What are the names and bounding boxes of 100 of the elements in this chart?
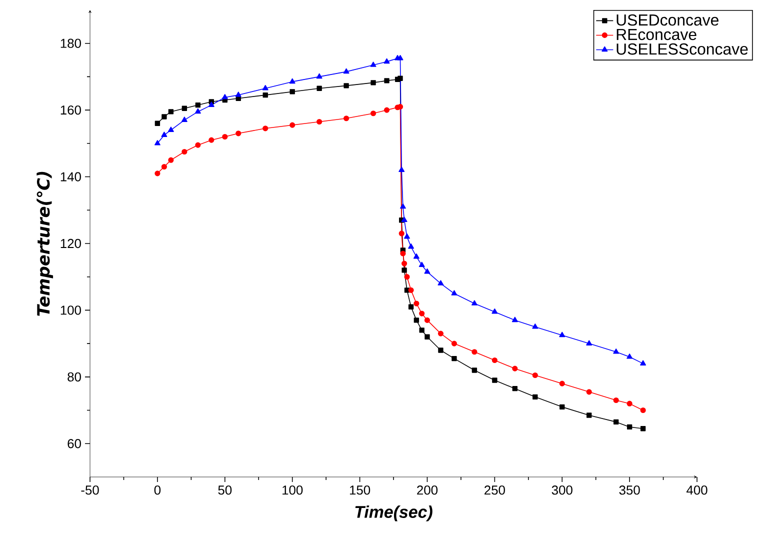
point: [613, 419, 619, 425]
point: [222, 94, 228, 100]
point: [472, 368, 478, 373]
point: [492, 357, 498, 364]
point: [384, 58, 390, 64]
point: [398, 76, 403, 81]
point: [222, 134, 228, 140]
point: [640, 407, 646, 414]
point: [370, 80, 376, 86]
point: [289, 78, 296, 84]
point: [626, 354, 633, 359]
point: [168, 157, 174, 163]
point: [438, 280, 444, 286]
x-tick-label: 300: [552, 486, 572, 495]
point: [344, 83, 349, 88]
point: [182, 148, 188, 155]
point: [401, 216, 408, 222]
point: [384, 78, 390, 84]
point: [384, 107, 390, 113]
point: [168, 109, 174, 114]
point: [512, 366, 518, 372]
point: [316, 73, 322, 79]
point: [370, 110, 376, 116]
point: [154, 140, 160, 146]
point: [419, 328, 424, 333]
point: [262, 84, 268, 90]
point: [424, 268, 430, 274]
point: [586, 340, 592, 346]
x-tick-label: 0: [154, 486, 161, 495]
y-tick-label: 100: [60, 306, 81, 315]
point: [414, 318, 420, 323]
point: [438, 348, 444, 353]
point: [182, 106, 188, 111]
point: [154, 120, 160, 126]
point: [560, 404, 565, 410]
point: [236, 130, 242, 136]
point: [208, 137, 214, 143]
y-tick-label: 80: [68, 372, 81, 382]
point: [344, 116, 350, 122]
point: [400, 250, 406, 256]
y-tick-label: 180: [60, 38, 81, 48]
point: [195, 142, 201, 148]
point: [290, 122, 296, 128]
point: [235, 92, 242, 97]
point: [398, 230, 404, 236]
point: [316, 86, 322, 91]
point: [162, 114, 167, 120]
point: [194, 108, 201, 114]
point: [208, 102, 214, 107]
point: [181, 116, 188, 122]
x-tick-label: 50: [218, 486, 232, 495]
point: [414, 300, 420, 306]
x-axis-title: Time(sec): [355, 506, 432, 522]
legend-label: REconcave: [616, 28, 696, 40]
point: [418, 262, 425, 268]
legend-label: USEDconcave: [616, 14, 718, 26]
point: [402, 268, 407, 273]
point: [404, 288, 410, 293]
point: [424, 334, 430, 340]
point: [404, 274, 410, 280]
point: [262, 92, 268, 98]
y-tick-label: 160: [60, 105, 81, 115]
point: [404, 233, 410, 239]
point: [512, 386, 518, 392]
point: [451, 290, 458, 296]
point: [408, 287, 414, 293]
point: [408, 304, 414, 310]
point: [168, 126, 174, 132]
point: [532, 323, 538, 329]
point: [419, 310, 425, 316]
point: [370, 62, 376, 67]
point: [559, 332, 566, 338]
point: [408, 243, 414, 249]
point: [532, 372, 538, 378]
point: [290, 89, 295, 94]
point: [512, 316, 518, 322]
point: [262, 126, 268, 132]
point: [586, 389, 592, 395]
point: [398, 166, 405, 172]
point: [532, 394, 538, 400]
point: [451, 340, 457, 346]
x-tick-label: 250: [484, 486, 505, 495]
point: [640, 426, 646, 432]
x-tick-label: 350: [619, 486, 640, 495]
point: [161, 164, 167, 170]
point: [400, 203, 406, 209]
point: [397, 54, 404, 60]
point: [586, 412, 592, 418]
x-tick-label: 200: [417, 486, 438, 495]
y-tick-label: 140: [60, 172, 81, 182]
point: [316, 118, 322, 125]
point: [492, 378, 498, 383]
y-tick-label: 60: [68, 439, 81, 448]
point: [559, 380, 565, 386]
point: [613, 348, 620, 354]
point: [613, 397, 619, 404]
point: [413, 253, 420, 259]
point: [626, 424, 632, 430]
point: [343, 68, 350, 74]
point: [402, 260, 408, 266]
